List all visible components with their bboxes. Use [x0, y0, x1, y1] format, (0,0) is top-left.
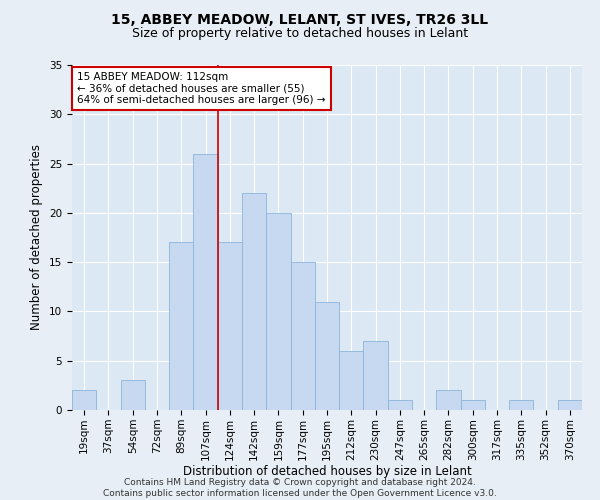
- Text: Contains HM Land Registry data © Crown copyright and database right 2024.
Contai: Contains HM Land Registry data © Crown c…: [103, 478, 497, 498]
- Text: Size of property relative to detached houses in Lelant: Size of property relative to detached ho…: [132, 28, 468, 40]
- Bar: [169, 242, 193, 410]
- Text: 15 ABBEY MEADOW: 112sqm
← 36% of detached houses are smaller (55)
64% of semi-de: 15 ABBEY MEADOW: 112sqm ← 36% of detache…: [77, 72, 326, 105]
- Bar: [364, 341, 388, 410]
- Bar: [388, 400, 412, 410]
- Bar: [266, 213, 290, 410]
- Y-axis label: Number of detached properties: Number of detached properties: [31, 144, 43, 330]
- Bar: [315, 302, 339, 410]
- Bar: [121, 380, 145, 410]
- Bar: [461, 400, 485, 410]
- Bar: [509, 400, 533, 410]
- Bar: [339, 351, 364, 410]
- Text: 15, ABBEY MEADOW, LELANT, ST IVES, TR26 3LL: 15, ABBEY MEADOW, LELANT, ST IVES, TR26 …: [112, 12, 488, 26]
- X-axis label: Distribution of detached houses by size in Lelant: Distribution of detached houses by size …: [182, 466, 472, 478]
- Bar: [436, 390, 461, 410]
- Bar: [72, 390, 96, 410]
- Bar: [290, 262, 315, 410]
- Bar: [193, 154, 218, 410]
- Bar: [218, 242, 242, 410]
- Bar: [558, 400, 582, 410]
- Bar: [242, 193, 266, 410]
